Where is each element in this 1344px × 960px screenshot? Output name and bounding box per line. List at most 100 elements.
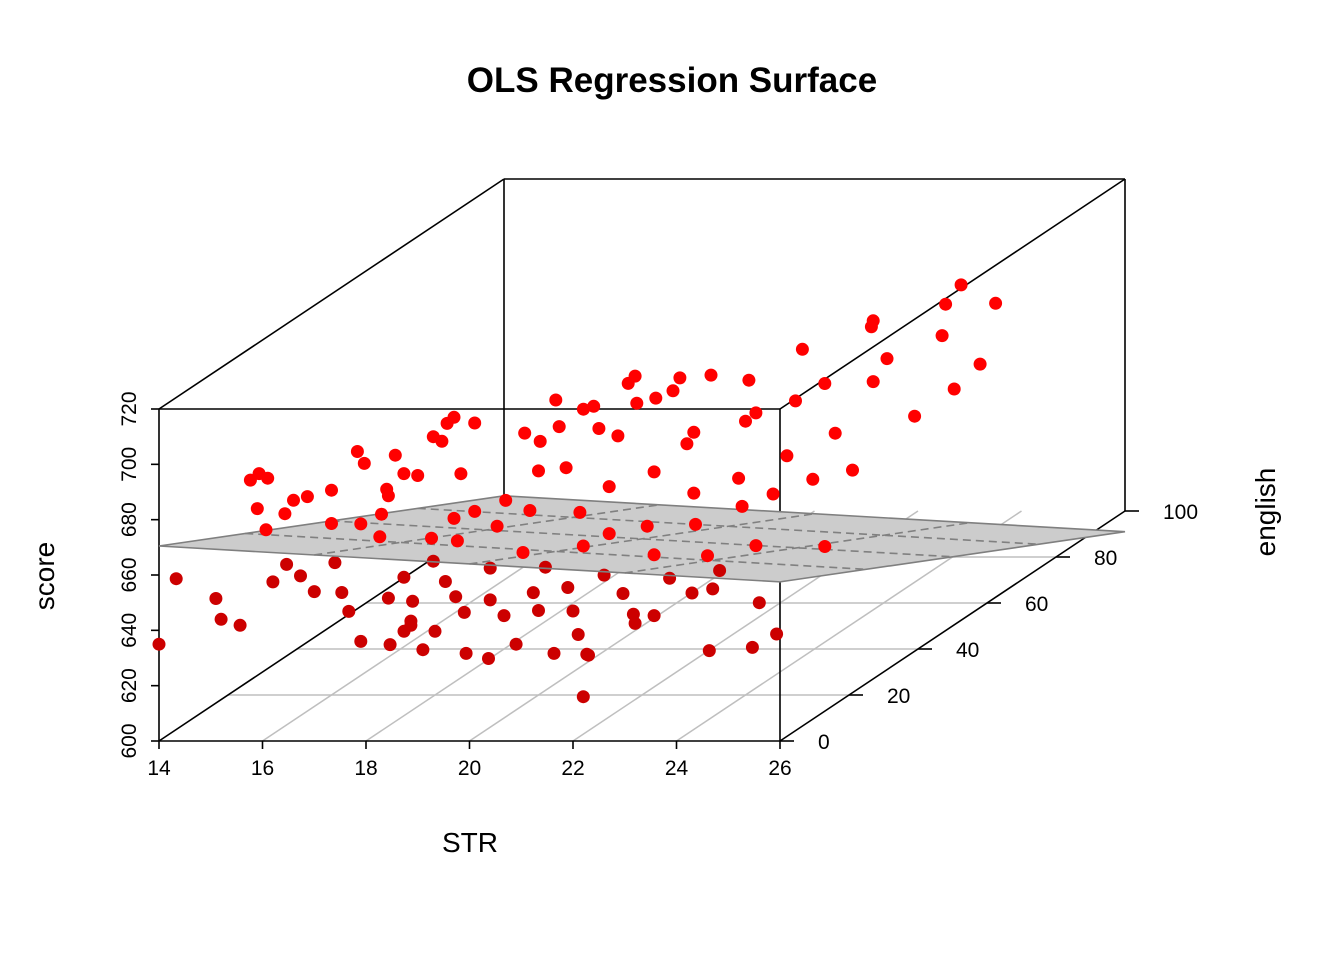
data-point	[532, 604, 545, 617]
data-point	[701, 549, 714, 563]
data-point	[549, 393, 563, 407]
data-point	[616, 587, 630, 600]
data-point	[628, 369, 642, 383]
z-axis-label: score	[29, 542, 60, 610]
data-point	[989, 296, 1003, 310]
data-point	[828, 426, 842, 440]
data-point	[373, 530, 387, 544]
y-tick-label: 60	[1025, 593, 1048, 616]
data-point	[559, 461, 573, 475]
data-point	[713, 564, 727, 577]
data-point	[538, 560, 552, 574]
data-point	[766, 487, 780, 501]
z-tick-label: 640	[118, 613, 141, 648]
box-edge	[779, 178, 1126, 410]
data-point	[350, 445, 364, 458]
x-tick-label: 24	[665, 757, 689, 780]
data-point	[749, 539, 763, 553]
data-point	[749, 406, 763, 420]
data-point	[209, 592, 223, 605]
data-point	[680, 437, 694, 451]
data-point	[354, 634, 368, 648]
axes: 14 16 18 20 22 24 26 600 620 640 660 680 700 720 0 20 40…	[118, 391, 1198, 780]
x-tick-label: 16	[251, 757, 274, 780]
data-point	[561, 581, 575, 594]
data-point	[214, 612, 228, 626]
z-tick-label: 680	[118, 502, 141, 537]
data-point	[611, 429, 625, 443]
data-point	[482, 652, 495, 665]
z-tick-label: 700	[118, 447, 141, 482]
data-point	[706, 582, 720, 596]
data-point	[499, 493, 513, 507]
data-point	[602, 527, 616, 541]
data-point	[702, 644, 716, 658]
data-point	[582, 648, 595, 662]
data-point	[278, 507, 292, 521]
data-point	[325, 483, 338, 497]
data-point	[526, 586, 540, 600]
data-point	[866, 314, 880, 328]
data-point	[735, 499, 749, 513]
data-point	[468, 504, 482, 518]
data-point	[397, 467, 411, 481]
data-point	[908, 409, 922, 423]
data-point	[335, 586, 349, 599]
data-point	[518, 426, 532, 440]
data-point	[428, 624, 442, 638]
data-point	[483, 593, 497, 607]
data-point	[647, 465, 661, 479]
data-point	[152, 637, 166, 651]
plane-grid-line	[314, 504, 660, 556]
x-axis-label: STR	[442, 827, 498, 858]
data-point	[328, 556, 342, 570]
data-point	[739, 414, 752, 428]
x-tick-label: 18	[354, 757, 377, 780]
data-point	[233, 618, 247, 632]
data-point	[818, 540, 832, 553]
data-point	[973, 357, 987, 371]
data-point	[687, 425, 701, 439]
data-point	[663, 571, 677, 585]
box-edge	[158, 178, 505, 410]
data-point	[354, 517, 368, 531]
data-point	[689, 517, 702, 531]
data-point	[770, 627, 784, 641]
points-above-plane	[243, 278, 1003, 563]
data-point	[947, 382, 961, 396]
data-point	[438, 575, 452, 588]
data-point	[673, 371, 687, 385]
z-tick-label: 600	[118, 723, 141, 758]
data-point	[375, 507, 388, 521]
data-point	[447, 410, 461, 424]
data-point	[795, 342, 809, 356]
data-point	[383, 638, 397, 652]
data-point	[447, 511, 461, 525]
data-point	[307, 585, 321, 599]
data-point	[592, 422, 606, 435]
y-tick-label: 20	[887, 685, 910, 708]
data-point	[576, 690, 590, 704]
data-point	[818, 377, 832, 390]
y-tick-label: 40	[956, 639, 979, 662]
y-axis-label: english	[1250, 468, 1281, 557]
data-point	[261, 471, 275, 485]
data-point	[325, 517, 338, 530]
data-point	[880, 352, 894, 366]
data-point	[459, 646, 473, 660]
data-point	[509, 637, 523, 651]
data-point	[169, 572, 183, 586]
bounding-box	[158, 178, 1126, 742]
y-tick-label: 80	[1094, 547, 1117, 570]
data-point	[435, 434, 449, 448]
data-point	[846, 463, 859, 477]
data-point	[732, 471, 746, 485]
data-point	[388, 448, 402, 462]
data-point	[411, 469, 425, 482]
data-point	[468, 416, 482, 430]
points-below-plane	[152, 554, 784, 704]
data-point	[454, 467, 468, 481]
data-point	[259, 523, 273, 537]
data-point	[280, 557, 294, 571]
data-point	[381, 489, 395, 503]
